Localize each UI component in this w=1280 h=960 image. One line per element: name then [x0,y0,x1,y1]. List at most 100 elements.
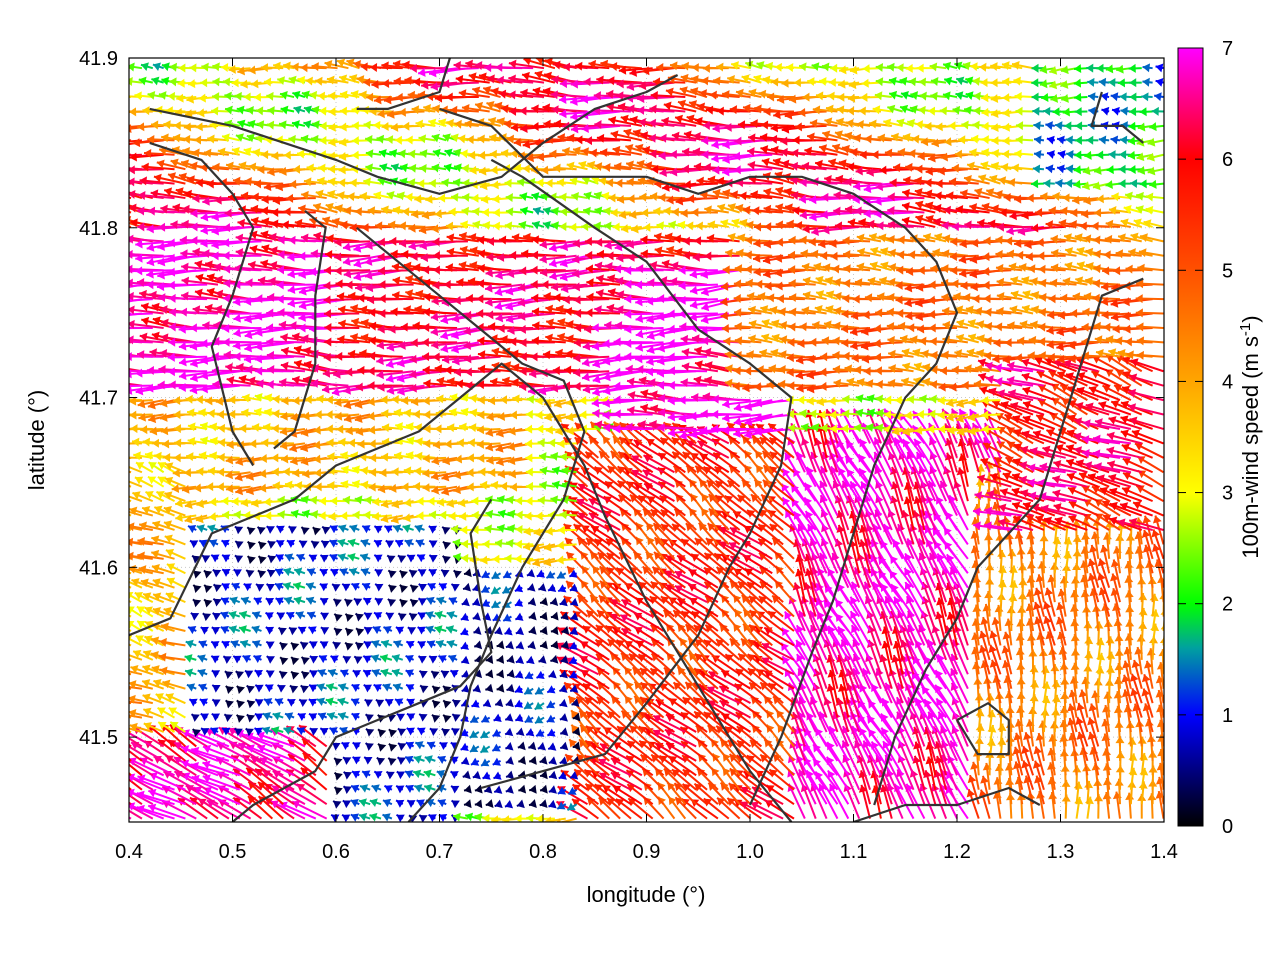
wind-vector-head [355,613,364,622]
wind-vector-head [150,650,159,660]
wind-vector-head [506,770,515,780]
wind-vector-head [514,598,524,607]
wind-vector-head [253,597,263,606]
wind-vector-head [768,611,777,620]
wind-vector-head [496,640,505,650]
wind-vector-head [168,707,178,716]
wind-vector-head [418,598,427,606]
wind-vector-head [615,798,625,807]
wind-vector-head [978,630,988,639]
wind-vector-head [570,626,579,636]
wind-vector-head [515,612,524,621]
wind-vector-head [529,784,537,794]
wind-vector-head [345,613,354,622]
wind-vector-head [879,654,888,663]
wind-vector-head [356,628,365,637]
wind-vector-head [451,728,460,737]
wind-vector-head [851,625,860,634]
wind-vector-head [1129,673,1139,682]
wind-vector-shaft [129,716,132,719]
wind-vector-head [320,612,330,621]
wind-vector-head [286,611,295,620]
wind-vector-head [424,755,433,764]
wind-vector-head [308,626,317,635]
wind-vector-shaft [129,654,143,661]
wind-vector-head [129,756,130,757]
wind-vector-head [491,815,499,822]
wind-vector-head [397,757,406,766]
wind-vector-head [384,785,393,794]
wind-vector-head [451,785,460,794]
wind-vectors [111,58,1164,822]
wind-vector-head [881,727,889,737]
wind-vector-head [978,645,988,654]
wind-vector-head [719,624,728,633]
wind-vector-head [306,596,315,606]
wind-vector-head [363,655,372,664]
wind-vector-head [443,714,452,723]
wind-vector-head [181,759,190,769]
wind-vector-head [856,755,866,764]
wind-vector-head [255,699,264,707]
wind-vector-head [120,564,128,573]
wind-vector-head [111,506,119,514]
wind-vector-head [405,741,415,750]
wind-vector-head [571,698,580,708]
wind-vector-head [165,592,175,601]
wind-vector-head [526,813,534,822]
wind-vector-head [427,640,436,649]
wind-vector-head [1021,746,1030,755]
wind-vector-head [117,666,125,675]
wind-vector-head [494,785,503,794]
wind-vector-head [297,713,307,722]
wind-vector-head [254,727,263,736]
wind-vector-head [283,726,292,735]
wind-vector-head [561,626,570,635]
wind-vector-head [343,771,352,780]
wind-vector-head [190,612,200,621]
wind-vector-head [540,597,548,606]
wind-vector-head [461,684,470,693]
wind-vector-head [569,670,578,679]
wind-vector-head [518,784,527,794]
wind-vector-head [228,610,237,620]
wind-vector-head [1130,688,1139,697]
wind-vector-head [712,753,721,762]
wind-vector-head [659,683,669,692]
wind-vector-head [245,732,254,742]
wind-vector-head [301,657,310,665]
wind-vector-head [264,698,273,707]
wind-vector-head [413,755,422,764]
wind-vector-head [505,756,514,765]
wind-vector-head [550,597,559,606]
wind-vector-head [300,642,309,650]
wind-vector-head [407,627,417,635]
wind-vector-head [569,739,578,748]
wind-vector-head [257,744,266,754]
wind-vector-head [320,627,330,635]
wind-vector-head [681,611,690,620]
wind-vector-head [734,609,743,618]
wind-vector-shaft [129,737,143,748]
wind-vector-head [569,656,578,665]
wind-vector-head [327,668,337,678]
wind-vector-head [338,683,347,692]
wind-vector-head [505,713,514,722]
wind-vector-head [200,713,210,722]
wind-vector-head [658,796,666,806]
wind-vector-head [515,626,524,636]
wind-vector-head [143,707,152,717]
wind-vector-head [202,760,211,770]
wind-vector-head [360,784,369,793]
wind-vector-head [308,698,318,707]
wind-vector-head [446,610,455,620]
wind-vector-head [895,697,904,706]
wind-vector-head [262,726,271,735]
wind-vector-shaft [129,528,132,531]
wind-vector-head [417,727,426,736]
wind-vector-head [548,799,557,809]
wind-vector-head [528,597,537,606]
wind-vector-shaft [129,585,132,589]
wind-vector-head [557,786,567,795]
wind-vector-head [970,761,980,770]
